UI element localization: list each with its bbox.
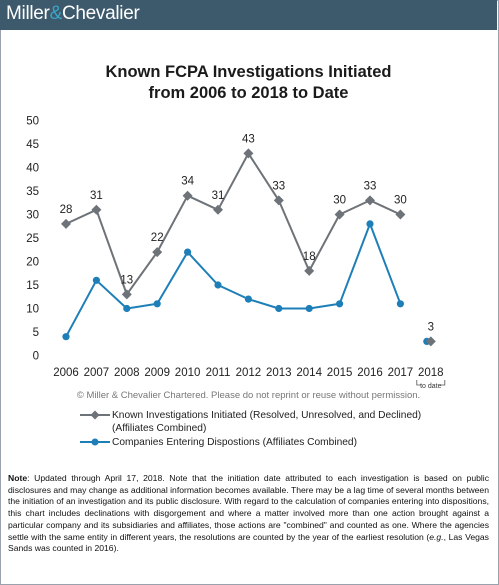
y-tick-label: 45: [26, 139, 39, 151]
series-dispositions-line: [65, 222, 402, 338]
legend: Known Investigations Initiated (Resolved…: [80, 409, 490, 449]
series-investigations-line: [65, 152, 401, 296]
investigations-point: [273, 195, 284, 206]
legend-label-investigations-line-1: Known Investigations Initiated (Resolved…: [112, 410, 422, 421]
x-tick-label: 2011: [206, 367, 231, 379]
x-tick-label: 2018: [418, 367, 444, 379]
dispositions-point: [305, 304, 313, 313]
legend-item-dispositions: Companies Entering Dispostions (Affiliat…: [80, 436, 490, 449]
dispositions-point: [153, 300, 161, 308]
y-tick-label: 10: [26, 304, 39, 316]
investigations-point: [425, 336, 436, 347]
header-bar: Miller&Chevalier: [0, 0, 497, 30]
footnote-label: Note: [8, 473, 28, 483]
chart-title-line-2: from 2006 to 2018 to Date: [148, 84, 349, 102]
legend-marker-circle: [80, 438, 110, 446]
copyright-text: © Miller & Chevalier Chartered. Please d…: [76, 390, 421, 401]
x-tick-label: 2010: [175, 367, 201, 379]
chart-title-line-1: Known FCPA Investigations Initiated: [105, 63, 392, 81]
y-tick-label: 35: [26, 186, 39, 198]
brand-logo: Miller&Chevalier: [6, 3, 140, 24]
x-tick-label: 2016: [357, 367, 383, 379]
to-date-bracket: [416, 380, 446, 386]
investigations-data-label: 33: [364, 180, 377, 192]
y-tick-label: 15: [26, 280, 39, 292]
dispositions-point: [62, 333, 70, 341]
x-tick-label: 2006: [53, 367, 79, 379]
x-tick-label: 2014: [296, 367, 322, 379]
y-tick-label: 25: [26, 233, 39, 245]
dispositions-point: [244, 295, 252, 303]
x-tick-label: 2013: [266, 367, 292, 379]
dispositions-point: [275, 304, 283, 313]
investigations-data-label: 31: [90, 190, 103, 202]
legend-marker-diamond: [80, 410, 110, 420]
y-tick-label: 5: [33, 327, 39, 339]
footnote-eg: e.g.: [429, 531, 444, 542]
dispositions-point: [123, 304, 131, 313]
investigations-data-label: 18: [303, 251, 316, 263]
investigations-point: [61, 218, 71, 229]
investigations-point: [395, 209, 406, 220]
x-tick-label: 2009: [144, 367, 170, 379]
investigations-data-label: 3: [428, 321, 434, 333]
x-tick-label: 2007: [84, 367, 110, 379]
dispositions-point: [396, 300, 404, 308]
y-tick-label: 40: [26, 163, 39, 175]
investigations-data-label: 30: [394, 195, 407, 207]
dispositions-point: [92, 276, 100, 284]
y-tick-label: 30: [26, 210, 39, 222]
investigations-data-label: 30: [333, 195, 346, 207]
x-tick-label: 2008: [114, 367, 140, 379]
investigations-point: [121, 289, 132, 300]
x-tick-label: 2015: [327, 367, 353, 379]
footnote-text: : Updated through April 17, 2018. Note t…: [8, 473, 489, 542]
investigations-data-label: 13: [120, 274, 133, 286]
investigations-data-label: 33: [272, 180, 285, 192]
investigations-data-label: 43: [242, 133, 255, 145]
investigations-data-label: 31: [212, 190, 225, 202]
y-tick-label: 20: [26, 257, 39, 269]
y-tick-label: 50: [26, 116, 39, 128]
dispositions-point: [366, 220, 374, 228]
investigations-point: [91, 204, 102, 215]
investigations-data-label: 28: [60, 204, 73, 216]
footnote: Note: Updated through April 17, 2018. No…: [8, 473, 489, 555]
investigations-point: [152, 247, 163, 258]
investigations-point: [182, 190, 193, 201]
investigations-data-label: 34: [181, 176, 194, 188]
dispositions-point: [184, 248, 192, 256]
legend-label-investigations-line-2: (Affiliates Combined): [112, 423, 207, 434]
investigations-point: [365, 195, 375, 206]
legend-item-investigations: Known Investigations Initiated (Resolved…: [80, 409, 490, 435]
investigations-point: [243, 148, 254, 159]
legend-label-dispositions: Companies Entering Dispostions (Affiliat…: [112, 437, 357, 448]
investigations-point: [334, 209, 345, 220]
x-tick-label: 2017: [388, 367, 414, 379]
footnote-text-end: , Las Vegas Sands was counted in 2016).: [8, 531, 489, 554]
x-tick-label: 2012: [236, 367, 262, 379]
investigations-data-label: 22: [151, 232, 164, 244]
chart-plot: 0 5 10 15 20 25 30 35 40 45 50 2006 2007 2008 2009 2010…: [26, 116, 446, 390]
dispositions-point: [336, 300, 344, 308]
x-tick-sublabel: to date: [420, 383, 442, 390]
y-tick-label: 0: [33, 351, 39, 363]
dispositions-point: [214, 281, 222, 289]
investigations-point: [213, 204, 223, 215]
investigations-point: [304, 265, 315, 276]
